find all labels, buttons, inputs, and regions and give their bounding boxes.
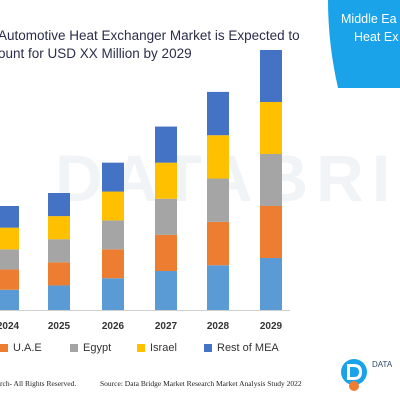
bar-segment-2027-s1 <box>155 234 177 271</box>
legend-swatch-israel <box>137 344 145 352</box>
bar-segment-2025-s3 <box>48 216 70 240</box>
data-bridge-logo-icon <box>341 359 367 391</box>
bar-segment-2025-s4 <box>48 193 70 217</box>
bar-segment-2025-s0 <box>48 285 70 310</box>
legend-label-egypt: Egypt <box>83 342 112 354</box>
footer-source: Source: Data Bridge Market Research Mark… <box>100 379 302 388</box>
legend-label-uae: U.A.E <box>13 342 42 354</box>
bar-segment-2025-s1 <box>48 262 70 286</box>
bar-segment-2028-s1 <box>207 221 229 266</box>
x-tick-label-2027: 2027 <box>155 321 178 332</box>
bar-segment-2028-s0 <box>207 265 229 310</box>
legend-item-rest-of-mea: Rest of MEA <box>204 342 279 354</box>
bar-segment-2029-s1 <box>260 206 282 258</box>
legend-swatch-egypt <box>70 344 78 352</box>
bar-segment-2029-s4 <box>260 50 282 102</box>
x-tick-label-2028: 2028 <box>207 321 230 332</box>
logo-wordmark: DATA <box>372 360 393 369</box>
footer-copyright: rch- All Rights Reserved. <box>0 379 77 388</box>
bar-segment-2026-s1 <box>102 249 124 279</box>
bar-segment-2024-s0 <box>0 289 19 310</box>
legend-swatch-uae <box>0 344 8 352</box>
legend-item-israel: Israel <box>137 342 177 354</box>
chart-legend: U.A.E Egypt Israel Rest of MEA <box>0 342 330 356</box>
title-panel-shape <box>328 0 400 88</box>
bar-segment-2027-s0 <box>155 271 177 310</box>
bar-segment-2029-s3 <box>260 102 282 154</box>
bar-segment-2029-s0 <box>260 258 282 310</box>
x-tick-label-2024: 2024 <box>0 321 20 332</box>
side-panel-title-line2: Heat Ex <box>354 30 399 44</box>
chart-title-line2: ount for USD XX Million by 2029 <box>0 46 192 61</box>
bar-segment-2025-s2 <box>48 239 70 263</box>
bar-segment-2029-s2 <box>260 154 282 206</box>
legend-label-israel: Israel <box>150 342 177 354</box>
bar-segment-2024-s1 <box>0 269 19 290</box>
bar-segment-2024-s4 <box>0 206 19 228</box>
chart-title-line1: Automotive Heat Exchanger Market is Expe… <box>0 28 300 43</box>
side-panel-title-line1: Middle Ea <box>341 12 397 26</box>
legend-label-rest-of-mea: Rest of MEA <box>217 342 279 354</box>
bar-segment-2026-s3 <box>102 191 124 221</box>
legend-swatch-rest-of-mea <box>204 344 212 352</box>
bar-segment-2024-s2 <box>0 249 19 270</box>
bar-segment-2027-s4 <box>155 126 177 163</box>
bar-segment-2028-s4 <box>207 91 229 136</box>
x-tick-label-2025: 2025 <box>48 321 71 332</box>
legend-item-egypt: Egypt <box>70 342 111 354</box>
bar-segment-2026-s4 <box>102 162 124 192</box>
x-tick-label-2029: 2029 <box>260 321 283 332</box>
bar-segment-2026-s2 <box>102 220 124 250</box>
x-tick-label-2026: 2026 <box>102 321 125 332</box>
bar-segment-2026-s0 <box>102 278 124 310</box>
bar-segment-2024-s3 <box>0 227 19 250</box>
legend-item-uae: U.A.E <box>0 342 42 354</box>
bar-segment-2028-s3 <box>207 135 229 179</box>
bar-segment-2028-s2 <box>207 178 229 222</box>
bar-segment-2027-s2 <box>155 198 177 235</box>
bar-segment-2027-s3 <box>155 162 177 199</box>
